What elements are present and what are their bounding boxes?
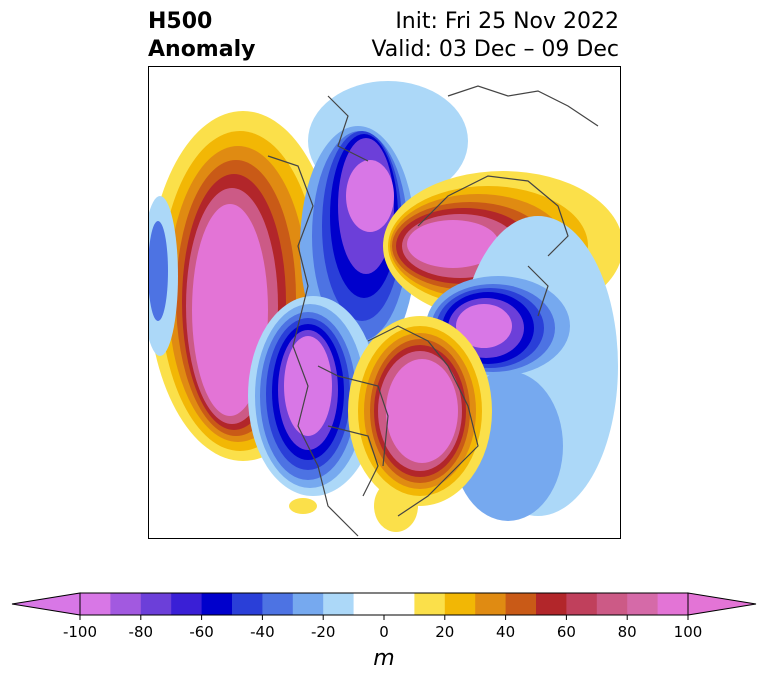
trough-hudson-bay [300, 81, 468, 366]
colorbar-segments [11, 592, 757, 616]
colorbar-segment [80, 593, 111, 615]
colorbar-tick-label: -40 [250, 623, 275, 641]
colorbar-segment [323, 593, 355, 615]
colorbar-tick-label: 20 [435, 623, 454, 641]
colorbar-tick-label: 0 [379, 623, 389, 641]
coastlines [267, 85, 599, 537]
colorbar-unit: m [373, 646, 395, 671]
colorbar-tick-label: -20 [311, 623, 336, 641]
colorbar-segment [140, 593, 172, 615]
trough-western-us [248, 296, 378, 496]
colorbar-segment [171, 593, 203, 615]
colorbar-tick-label: 40 [496, 623, 515, 641]
colorbar-tick-label: -80 [129, 623, 154, 641]
colorbar-segment [536, 593, 567, 615]
colorbar-segment [384, 593, 415, 615]
colorbar-tick-label: 100 [674, 623, 703, 641]
colorbar-segment [292, 593, 324, 615]
colorbar: -100 -80 -60 -40 -20 0 20 40 60 80 100 [11, 592, 757, 641]
colorbar-tick-label: -100 [63, 623, 97, 641]
colorbar-tick-label: 80 [618, 623, 637, 641]
colorbar-segment [505, 593, 537, 615]
colorbar-segment [232, 593, 263, 615]
init-date: Init: Fri 25 Nov 2022 [395, 9, 619, 34]
colorbar-segment [475, 593, 507, 615]
colorbar-segment [201, 593, 233, 615]
trough-far-pacific [148, 196, 178, 356]
title-type: Anomaly [148, 37, 256, 62]
colorbar-segment [414, 593, 446, 615]
colorbar-tick-label: -60 [189, 623, 214, 641]
colorbar-segment [262, 593, 294, 615]
colorbar-extend-min [11, 592, 81, 616]
colorbar-extend-max [687, 592, 757, 616]
colorbar-segment [596, 593, 628, 615]
colorbar-segment [657, 593, 689, 615]
colorbar-segment [110, 593, 142, 615]
colorbar-ticks: -100 -80 -60 -40 -20 0 20 40 60 80 100 [63, 615, 702, 641]
colorbar-segment [353, 593, 385, 615]
colorbar-tick-label: 60 [557, 623, 576, 641]
colorbar-segment [566, 593, 598, 615]
title-variable: H500 [148, 9, 213, 34]
valid-range: Valid: 03 Dec – 09 Dec [371, 37, 619, 62]
title-left: H500 Anomaly [148, 8, 255, 64]
ridge-eastern-canada [289, 316, 492, 532]
anomaly-map [148, 66, 621, 539]
colorbar-segment [444, 593, 476, 615]
title-right: Init: Fri 25 Nov 2022 Valid: 03 Dec – 09… [371, 8, 619, 64]
colorbar-segment [627, 593, 659, 615]
